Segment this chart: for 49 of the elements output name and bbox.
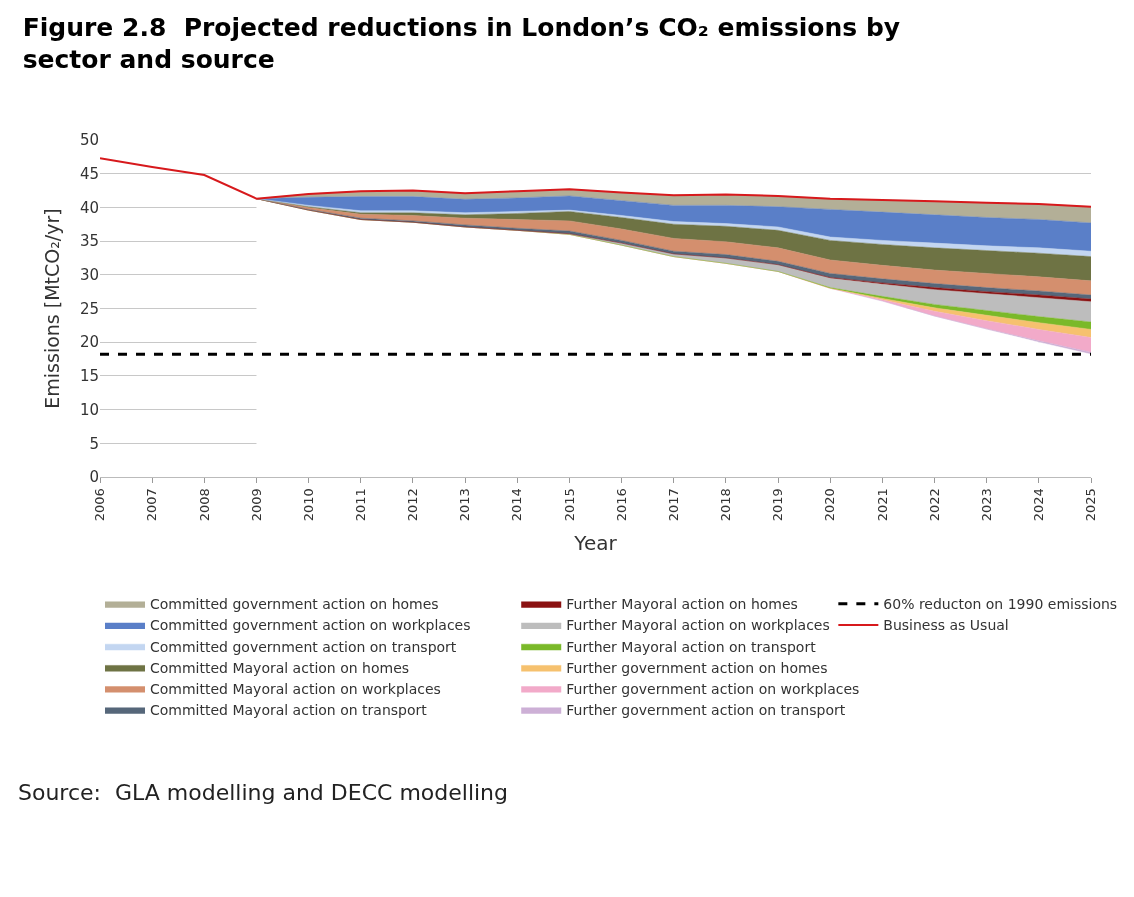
legend-label: Committed Mayoral action on transport — [150, 702, 428, 719]
x-tick-label: 2022 — [926, 488, 942, 522]
x-tick-label: 2013 — [457, 488, 473, 522]
y-tick-label: 15 — [79, 367, 99, 386]
legend-label: Further government action on workplaces — [566, 681, 860, 698]
legend-label: Further Mayoral action on workplaces — [566, 617, 830, 634]
legend-label: Committed Mayoral action on homes — [150, 659, 410, 676]
y-tick-label: 35 — [79, 232, 99, 251]
x-axis-title: Year — [573, 530, 618, 555]
x-tick-label: 2012 — [405, 488, 421, 522]
x-tick-label: 2015 — [561, 488, 577, 522]
x-tick-label: 2010 — [300, 488, 316, 522]
x-tick-label: 2024 — [1031, 488, 1047, 522]
chart-title: Figure 2.8 Projected reductions in London’s CO₂ emissions by sector and source — [22, 12, 901, 75]
y-axis-title: Emissions [MtCO₂/yr] — [40, 208, 63, 409]
x-tick-label: 2011 — [353, 488, 369, 522]
x-tick-label: 2025 — [1083, 488, 1099, 522]
legend-label: Further Mayoral action on homes — [566, 596, 798, 613]
x-tick-label: 2009 — [248, 488, 264, 522]
legend-label: Further government action on transport — [566, 702, 846, 719]
x-tick-label: 2008 — [196, 488, 212, 522]
legend-label: Committed government action on workplaces — [150, 617, 471, 634]
source-note: Source: GLA modelling and DECC modelling — [18, 780, 509, 805]
y-tick-label: 20 — [79, 333, 99, 352]
x-tick-label: 2016 — [613, 488, 629, 522]
legend-label: Committed government action on homes — [150, 596, 439, 613]
y-tick-label: 10 — [79, 400, 99, 419]
x-tick-label: 2019 — [770, 488, 786, 522]
legend-label: Committed Mayoral action on workplaces — [150, 681, 441, 698]
y-tick-label: 45 — [79, 164, 99, 183]
y-tick-label: 30 — [79, 266, 99, 285]
legend-label: Committed government action on transport — [150, 638, 457, 655]
legend-label: Further Mayoral action on transport — [566, 638, 817, 655]
x-tick-label: 2014 — [509, 488, 525, 522]
x-tick-label: 2018 — [718, 488, 734, 522]
x-tick-label: 2021 — [874, 488, 890, 522]
x-tick-label: 2023 — [978, 488, 994, 522]
x-tick-label: 2006 — [92, 488, 108, 522]
legend-label: 60% reducton on 1990 emissions — [883, 596, 1118, 613]
y-tick-label: 5 — [89, 434, 99, 453]
legend-label: Business as Usual — [883, 617, 1009, 634]
y-tick-label: 50 — [79, 131, 99, 150]
x-tick-label: 2020 — [822, 488, 838, 522]
x-tick-label: 2017 — [665, 488, 681, 522]
y-tick-label: 40 — [79, 198, 99, 217]
x-tick-label: 2007 — [144, 488, 160, 522]
legend-label: Further government action on homes — [566, 659, 828, 676]
y-tick-label: 0 — [89, 468, 99, 487]
y-tick-label: 25 — [79, 299, 99, 318]
